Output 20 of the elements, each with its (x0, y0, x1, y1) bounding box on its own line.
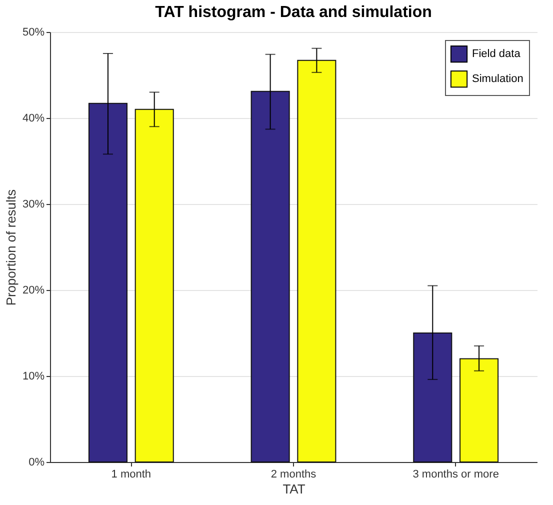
y-axis-title: Proportion of results (3, 188, 18, 306)
legend-label: Simulation (472, 73, 524, 85)
chart-title: TAT histogram - Data and simulation (155, 4, 432, 21)
x-tick-label: 2 months (270, 468, 317, 480)
y-tick-label: 30% (22, 198, 45, 210)
bar (88, 102, 128, 462)
y-tick-label: 0% (28, 456, 45, 468)
bar (413, 332, 452, 462)
legend-label: Field data (472, 48, 522, 60)
y-tick-label: 40% (22, 112, 45, 124)
y-tick-label: 20% (22, 284, 45, 296)
bar (297, 60, 336, 462)
y-tick-label: 50% (22, 26, 45, 38)
bar (250, 90, 290, 462)
x-tick-label: 3 months or more (412, 468, 499, 480)
bar (460, 358, 499, 462)
bar (134, 108, 174, 462)
x-axis-title: TAT (282, 482, 306, 496)
x-tick-label: 1 month (111, 468, 152, 480)
y-tick-label: 10% (22, 370, 45, 382)
